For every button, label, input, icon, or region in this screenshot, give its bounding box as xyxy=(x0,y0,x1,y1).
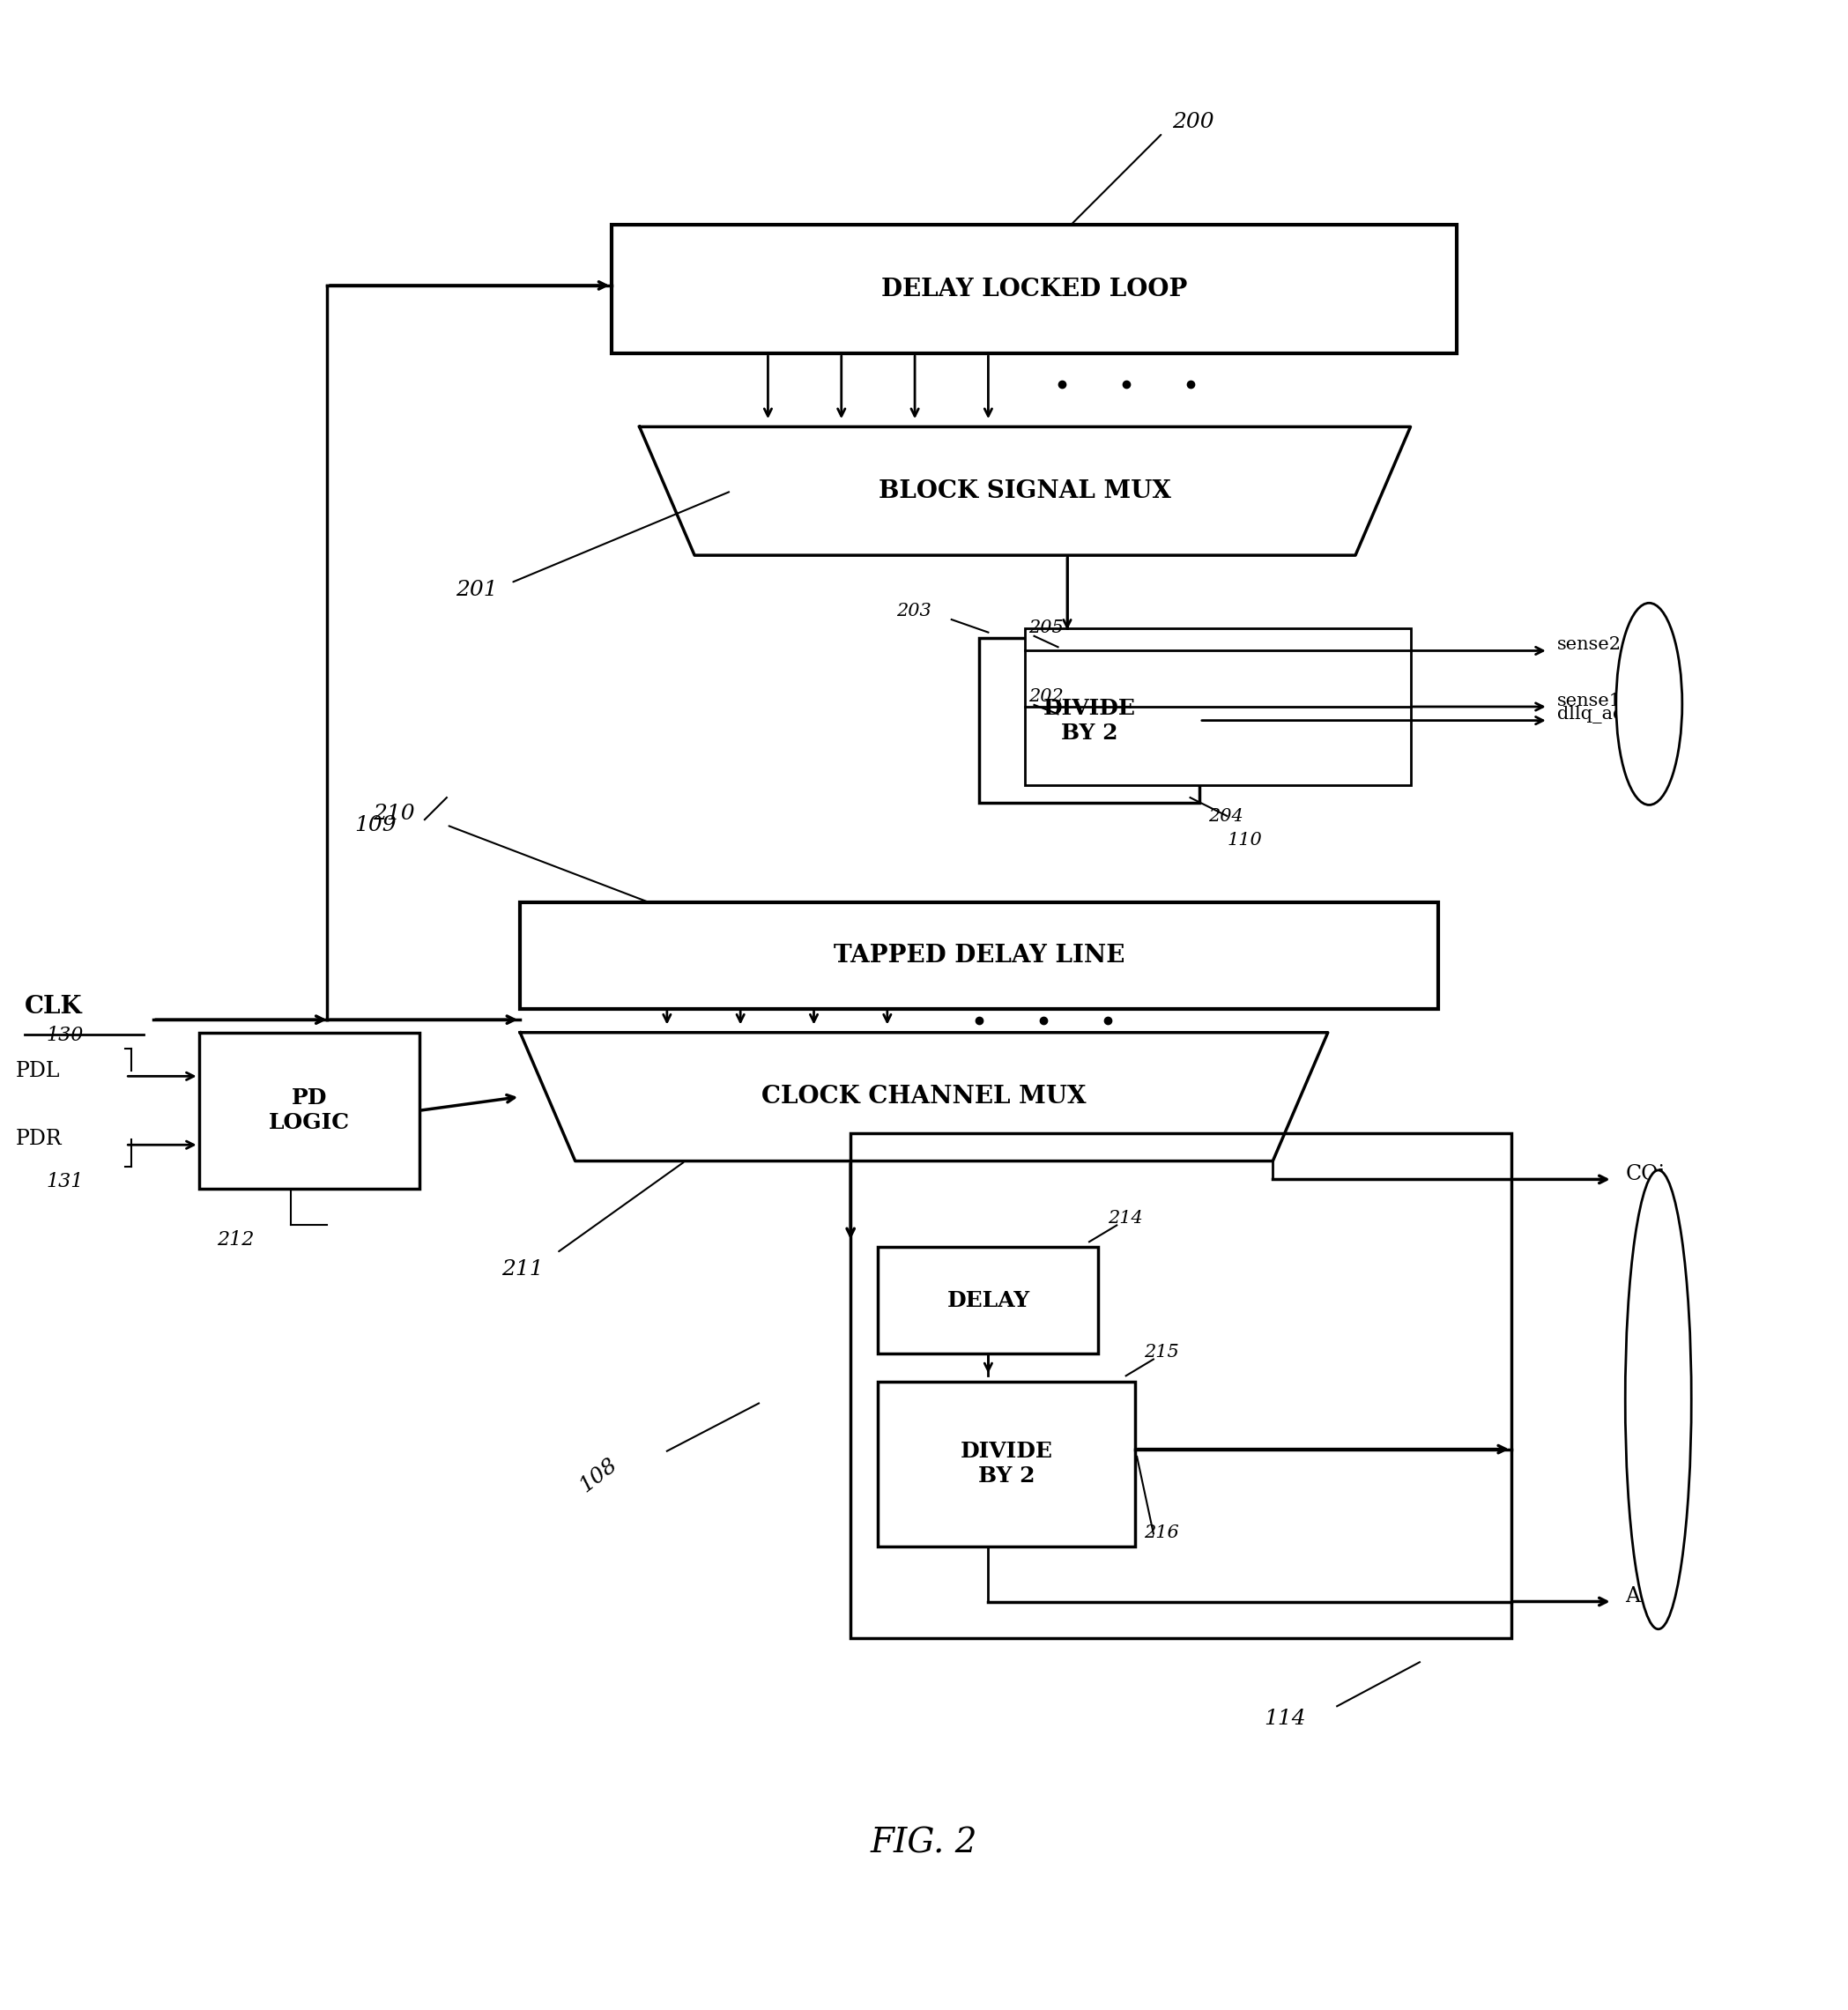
Text: 211: 211 xyxy=(503,1258,543,1278)
Text: 201: 201 xyxy=(456,579,497,601)
Text: 214: 214 xyxy=(1107,1210,1142,1226)
Text: CQi: CQi xyxy=(1624,1164,1665,1184)
Text: AQi: AQi xyxy=(1624,1433,1663,1453)
FancyBboxPatch shape xyxy=(878,1248,1098,1355)
Text: PDL: PDL xyxy=(15,1061,59,1081)
Text: 210: 210 xyxy=(373,804,416,824)
Text: 204: 204 xyxy=(1209,808,1244,824)
Text: 131: 131 xyxy=(46,1172,83,1192)
FancyBboxPatch shape xyxy=(1026,629,1410,784)
Text: APi: APi xyxy=(1624,1586,1661,1606)
Text: 110: 110 xyxy=(1227,832,1262,848)
Text: 114: 114 xyxy=(1264,1708,1305,1729)
FancyBboxPatch shape xyxy=(612,225,1456,354)
Ellipse shape xyxy=(1617,603,1682,804)
Text: sense1_en: sense1_en xyxy=(1558,691,1654,710)
Text: 200: 200 xyxy=(1172,113,1214,133)
Text: BLOCK SIGNAL MUX: BLOCK SIGNAL MUX xyxy=(878,478,1172,502)
Text: DIVIDE
BY 2: DIVIDE BY 2 xyxy=(961,1441,1053,1487)
Text: DELAY LOCKED LOOP: DELAY LOCKED LOOP xyxy=(881,277,1186,302)
Text: 130: 130 xyxy=(46,1027,83,1045)
Text: dllq_addr: dllq_addr xyxy=(1558,706,1645,724)
Text: DELAY: DELAY xyxy=(946,1290,1029,1311)
Text: 109: 109 xyxy=(355,814,397,834)
Text: CLK: CLK xyxy=(24,995,83,1019)
FancyBboxPatch shape xyxy=(200,1033,419,1188)
FancyBboxPatch shape xyxy=(979,637,1199,804)
Text: CLOCK CHANNEL MUX: CLOCK CHANNEL MUX xyxy=(761,1085,1087,1110)
Text: 212: 212 xyxy=(218,1230,255,1250)
Text: 216: 216 xyxy=(1144,1524,1179,1542)
Text: 108: 108 xyxy=(575,1453,621,1495)
Text: 215: 215 xyxy=(1144,1345,1179,1361)
Text: 205: 205 xyxy=(1029,619,1064,635)
Text: 203: 203 xyxy=(896,603,931,619)
Text: sense2_en: sense2_en xyxy=(1558,637,1654,653)
Text: TAPPED DELAY LINE: TAPPED DELAY LINE xyxy=(833,943,1125,967)
Text: PD
LOGIC: PD LOGIC xyxy=(268,1087,349,1134)
Text: PDR: PDR xyxy=(15,1130,61,1150)
FancyBboxPatch shape xyxy=(850,1134,1512,1638)
Text: FIG. 2: FIG. 2 xyxy=(870,1827,978,1859)
Text: 202: 202 xyxy=(1029,687,1064,706)
Text: DIVIDE
BY 2: DIVIDE BY 2 xyxy=(1042,697,1135,744)
Polygon shape xyxy=(639,426,1410,555)
Ellipse shape xyxy=(1624,1170,1691,1630)
FancyBboxPatch shape xyxy=(878,1381,1135,1546)
Polygon shape xyxy=(519,1033,1329,1162)
FancyBboxPatch shape xyxy=(519,902,1438,1009)
